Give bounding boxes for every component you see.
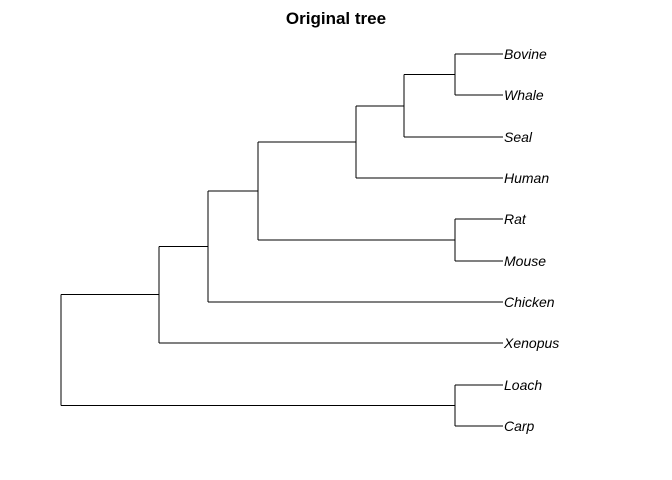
tip-label-rat: Rat [504, 211, 527, 227]
tip-label-whale: Whale [504, 87, 544, 103]
tip-label-human: Human [504, 170, 549, 186]
plot-title: Original tree [285, 9, 387, 28]
tip-label-xenopus: Xenopus [503, 335, 559, 351]
tip-label-mouse: Mouse [504, 253, 546, 269]
tip-labels: Bovine Whale Seal Human Rat Mouse Chicken Xenop… [503, 46, 559, 434]
tip-label-seal: Seal [504, 129, 533, 145]
tip-label-carp: Carp [504, 418, 535, 434]
tree-branches [60, 53, 503, 427]
tip-label-chicken: Chicken [504, 294, 555, 310]
tip-label-bovine: Bovine [504, 46, 547, 62]
tip-label-loach: Loach [504, 377, 542, 393]
